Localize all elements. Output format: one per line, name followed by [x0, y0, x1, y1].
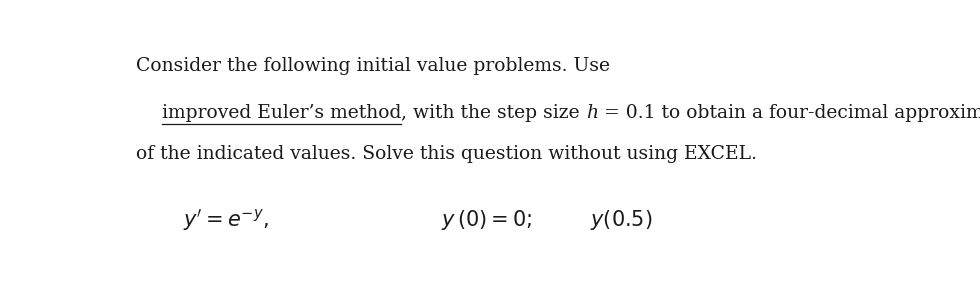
Text: h: h	[586, 104, 598, 122]
Text: Consider the following initial value problems. Use: Consider the following initial value pro…	[136, 57, 611, 75]
Text: $y' = e^{-y},$: $y' = e^{-y},$	[183, 207, 270, 233]
Text: improved Euler’s method: improved Euler’s method	[162, 104, 402, 122]
Text: $y\,(0) = 0;$: $y\,(0) = 0;$	[441, 208, 533, 232]
Text: $y(0.5)$: $y(0.5)$	[590, 208, 652, 232]
Text: of the indicated values. Solve this question without using EXCEL.: of the indicated values. Solve this ques…	[136, 145, 758, 163]
Text: , with the step size: , with the step size	[402, 104, 586, 122]
Text: = 0.1 to obtain a four-decimal approximation: = 0.1 to obtain a four-decimal approxima…	[598, 104, 980, 122]
